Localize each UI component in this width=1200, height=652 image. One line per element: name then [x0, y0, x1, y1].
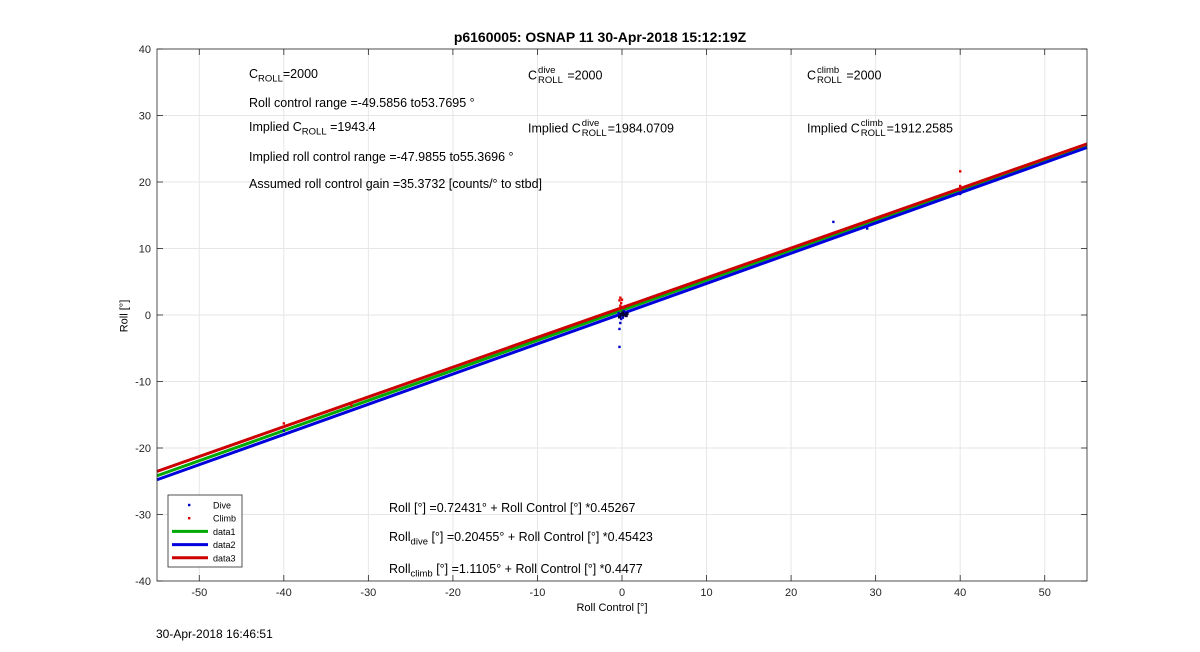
x-tick-label: 50 [1039, 587, 1051, 599]
implied-range-annotation: Implied roll control range =-47.9855 to5… [249, 150, 514, 164]
x-tick-label: 0 [619, 587, 625, 599]
dive-point [617, 311, 620, 315]
fit-climb-annotation: Rollclimb [°] =1.1105° + Roll Control [°… [389, 562, 643, 580]
dive-point [619, 317, 623, 321]
climb-point [619, 296, 622, 299]
fit-all-annotation: Roll [°] =0.72431° + Roll Control [°] *0… [389, 501, 636, 515]
legend-marker-climb [188, 517, 191, 520]
cluster-point [622, 313, 626, 317]
x-tick-label: 30 [870, 587, 882, 599]
x-tick-label: -30 [360, 587, 376, 599]
dive-point [621, 316, 625, 319]
dive-point [958, 192, 962, 196]
fit-line-data3 [156, 142, 1088, 473]
legend-label-data1: data1 [213, 527, 236, 537]
y-tick-label: -10 [135, 377, 151, 389]
dive-point [865, 227, 869, 230]
implied-c-roll-annotation: Implied CROLL =1943.4 [249, 120, 376, 138]
legend-label-climb: Climb [213, 514, 236, 524]
print-timestamp: 30-Apr-2018 16:46:51 [156, 627, 273, 641]
dive-point [622, 309, 625, 313]
cluster-point [619, 312, 623, 316]
y-tick-label: -30 [135, 510, 151, 522]
cluster-point [625, 312, 629, 316]
climb-point [958, 188, 962, 192]
cluster-point [617, 315, 621, 319]
y-axis-label: Roll [°] [118, 299, 131, 333]
climb-point [619, 301, 623, 305]
y-tick-label: 0 [145, 310, 151, 322]
x-tick-label: -40 [276, 587, 292, 599]
x-tick-label: 10 [700, 587, 712, 599]
chart-title: p6160005: OSNAP 11 30-Apr-2018 15:12:19Z [453, 29, 747, 45]
x-tick-label: 40 [954, 587, 966, 599]
y-tick-label: 20 [139, 177, 151, 189]
fit-dive-annotation: Rolldive [°] =0.20455° + Roll Control [°… [389, 530, 653, 548]
legend: Dive Climb data1 data2 data3 [167, 494, 243, 568]
dive-point [619, 321, 622, 325]
y-tick-label: 40 [139, 44, 151, 56]
climb-point [958, 170, 962, 173]
x-tick-label: -20 [445, 587, 461, 599]
cluster-point [624, 314, 628, 318]
c-roll-annotation: CROLL=2000 [249, 67, 318, 85]
climb-point [620, 298, 624, 301]
climb-point [618, 307, 621, 311]
x-axis-label: Roll Control [°] [576, 602, 648, 614]
roll-range-annotation: Roll control range =-49.5856 to53.7695 ° [249, 96, 475, 110]
climb-point [282, 425, 286, 428]
data-points [282, 170, 962, 436]
legend-label-dive: Dive [213, 501, 231, 511]
y-tick-label: -40 [135, 576, 151, 588]
dive-point [618, 327, 621, 331]
dive-point [282, 433, 286, 436]
x-tick-label: 20 [785, 587, 797, 599]
x-tick-label: -50 [191, 587, 207, 599]
dive-point [618, 345, 621, 349]
dive-point [282, 429, 286, 432]
climb-point [618, 299, 621, 302]
climb-point [619, 304, 622, 307]
climb-point [350, 404, 353, 407]
y-tick-label: 30 [139, 111, 151, 123]
climb-point [622, 306, 625, 309]
axis-ticks: -50 -40 -30 -20 -10 0 10 20 30 40 50 -40 -30 -20 -10 0 1… [135, 44, 1087, 599]
legend-label-data3: data3 [213, 553, 236, 563]
climb-point [958, 184, 962, 188]
legend-marker-dive [188, 503, 191, 507]
dive-point [832, 220, 835, 224]
y-tick-label: -20 [135, 443, 151, 455]
cluster-point [621, 311, 625, 315]
x-tick-label: -10 [530, 587, 546, 599]
y-tick-label: 10 [139, 244, 151, 256]
gain-annotation: Assumed roll control gain =35.3732 [coun… [249, 177, 543, 191]
legend-label-data2: data2 [213, 540, 236, 550]
climb-point [282, 422, 286, 425]
